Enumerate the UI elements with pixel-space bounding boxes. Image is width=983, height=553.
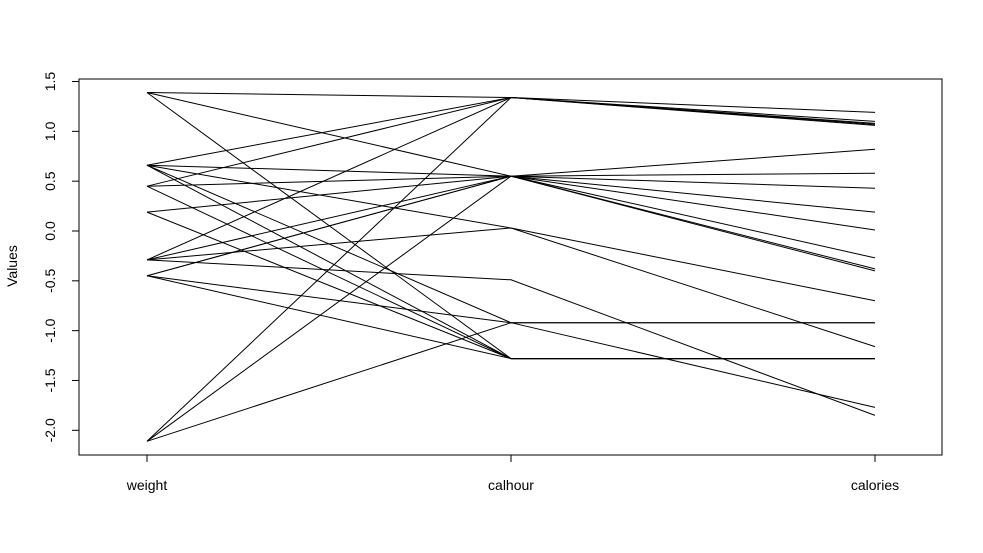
y-tick-label-1.0: 1.0 (42, 121, 58, 141)
series-line-19 (146, 175, 876, 277)
series-line-5 (146, 164, 876, 177)
series-line-12 (146, 175, 876, 213)
series-lines (146, 92, 876, 442)
series-line-15 (146, 175, 876, 261)
y-tick-label--2.0: -2.0 (42, 418, 58, 442)
series-line-21 (146, 275, 875, 360)
series-line-20 (146, 275, 876, 408)
series-line-17 (146, 259, 876, 416)
x-tick-label-calories: calories (851, 477, 899, 493)
series-line-2 (146, 92, 876, 177)
x-tick-label-weight: weight (126, 477, 168, 493)
y-tick-label-1.5: 1.5 (42, 72, 58, 92)
series-line-24 (146, 322, 875, 442)
series-line-1 (146, 92, 876, 113)
y-tick-label--1.5: -1.5 (42, 368, 58, 392)
series-line-3 (146, 92, 875, 360)
series-line-10 (146, 175, 876, 189)
series-line-13 (146, 211, 875, 360)
y-tick-label--0.5: -0.5 (42, 269, 58, 293)
y-axis: -2.0 -1.5 -1.0 -0.5 0.0 0.5 1.0 1.5 (42, 72, 80, 442)
plot-frame (78, 78, 943, 456)
series-line-14 (146, 96, 876, 261)
x-axis: weight calhour calories (126, 455, 899, 493)
series-line-7 (146, 164, 875, 324)
y-tick-label-0.5: 0.5 (42, 171, 58, 191)
x-tick-label-calhour: calhour (488, 477, 534, 493)
series-line-22 (146, 96, 876, 442)
series-line-23 (146, 175, 876, 442)
y-axis-label: Values (4, 245, 20, 287)
y-tick-label--1.0: -1.0 (42, 318, 58, 342)
y-tick-label-0.0: 0.0 (42, 221, 58, 241)
series-line-8 (146, 164, 875, 360)
series-line-16 (146, 227, 876, 348)
series-line-18 (146, 175, 876, 277)
